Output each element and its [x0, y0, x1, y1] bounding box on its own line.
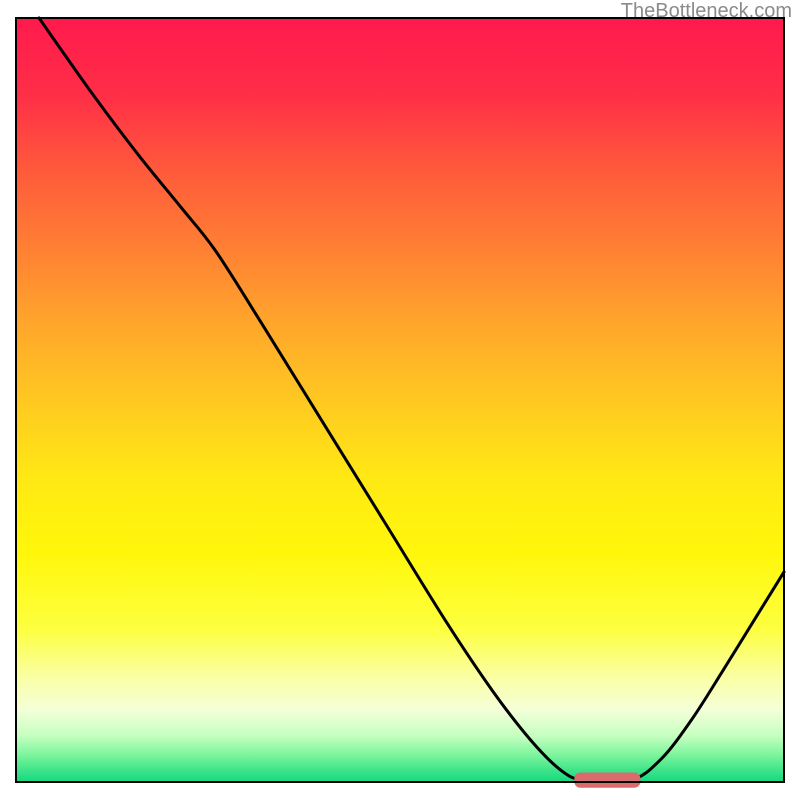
chart-container: TheBottleneck.com — [0, 0, 800, 800]
optimal-marker — [574, 772, 640, 787]
plot-background — [16, 18, 784, 782]
watermark-text: TheBottleneck.com — [621, 0, 792, 23]
bottleneck-chart — [0, 0, 800, 800]
